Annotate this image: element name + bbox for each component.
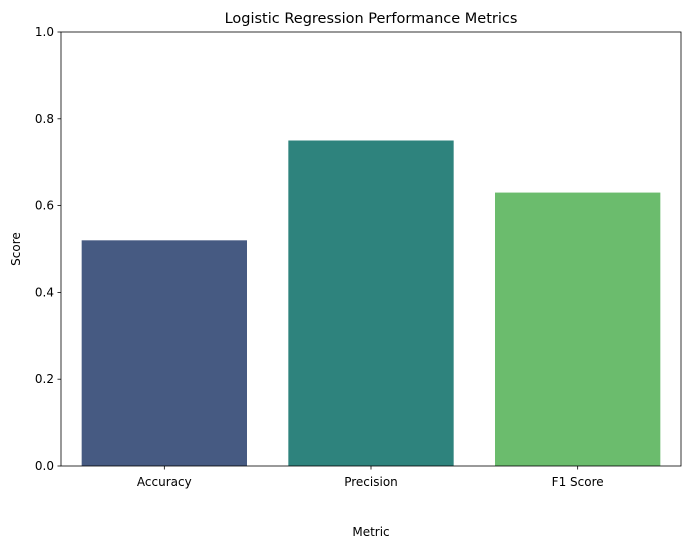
x-tick-label: Precision <box>344 475 398 489</box>
plot-frame <box>60 31 682 467</box>
y-tick-label: 0.4 <box>35 285 54 299</box>
bar-precision <box>288 140 454 466</box>
bar-f1-score <box>495 192 661 466</box>
chart-title: Logistic Regression Performance Metrics <box>225 11 518 27</box>
x-tick-label: Accuracy <box>137 475 192 489</box>
y-tick-label: 1.0 <box>35 25 54 39</box>
y-tick-label: 0.0 <box>35 459 54 473</box>
bars-layer <box>81 140 661 466</box>
x-axis-label: Metric <box>352 525 389 539</box>
y-axis-ticks: 0.0 0.2 0.4 0.6 0.8 1.0 <box>35 25 61 473</box>
x-tick-label: F1 Score <box>552 475 604 489</box>
y-tick-label: 0.2 <box>35 372 54 386</box>
y-axis-label: Score <box>9 232 23 266</box>
bar-accuracy <box>81 240 248 466</box>
x-axis-ticks: Accuracy Precision F1 Score <box>137 466 604 489</box>
y-tick-label: 0.8 <box>35 112 54 126</box>
y-tick-label: 0.6 <box>35 199 54 213</box>
